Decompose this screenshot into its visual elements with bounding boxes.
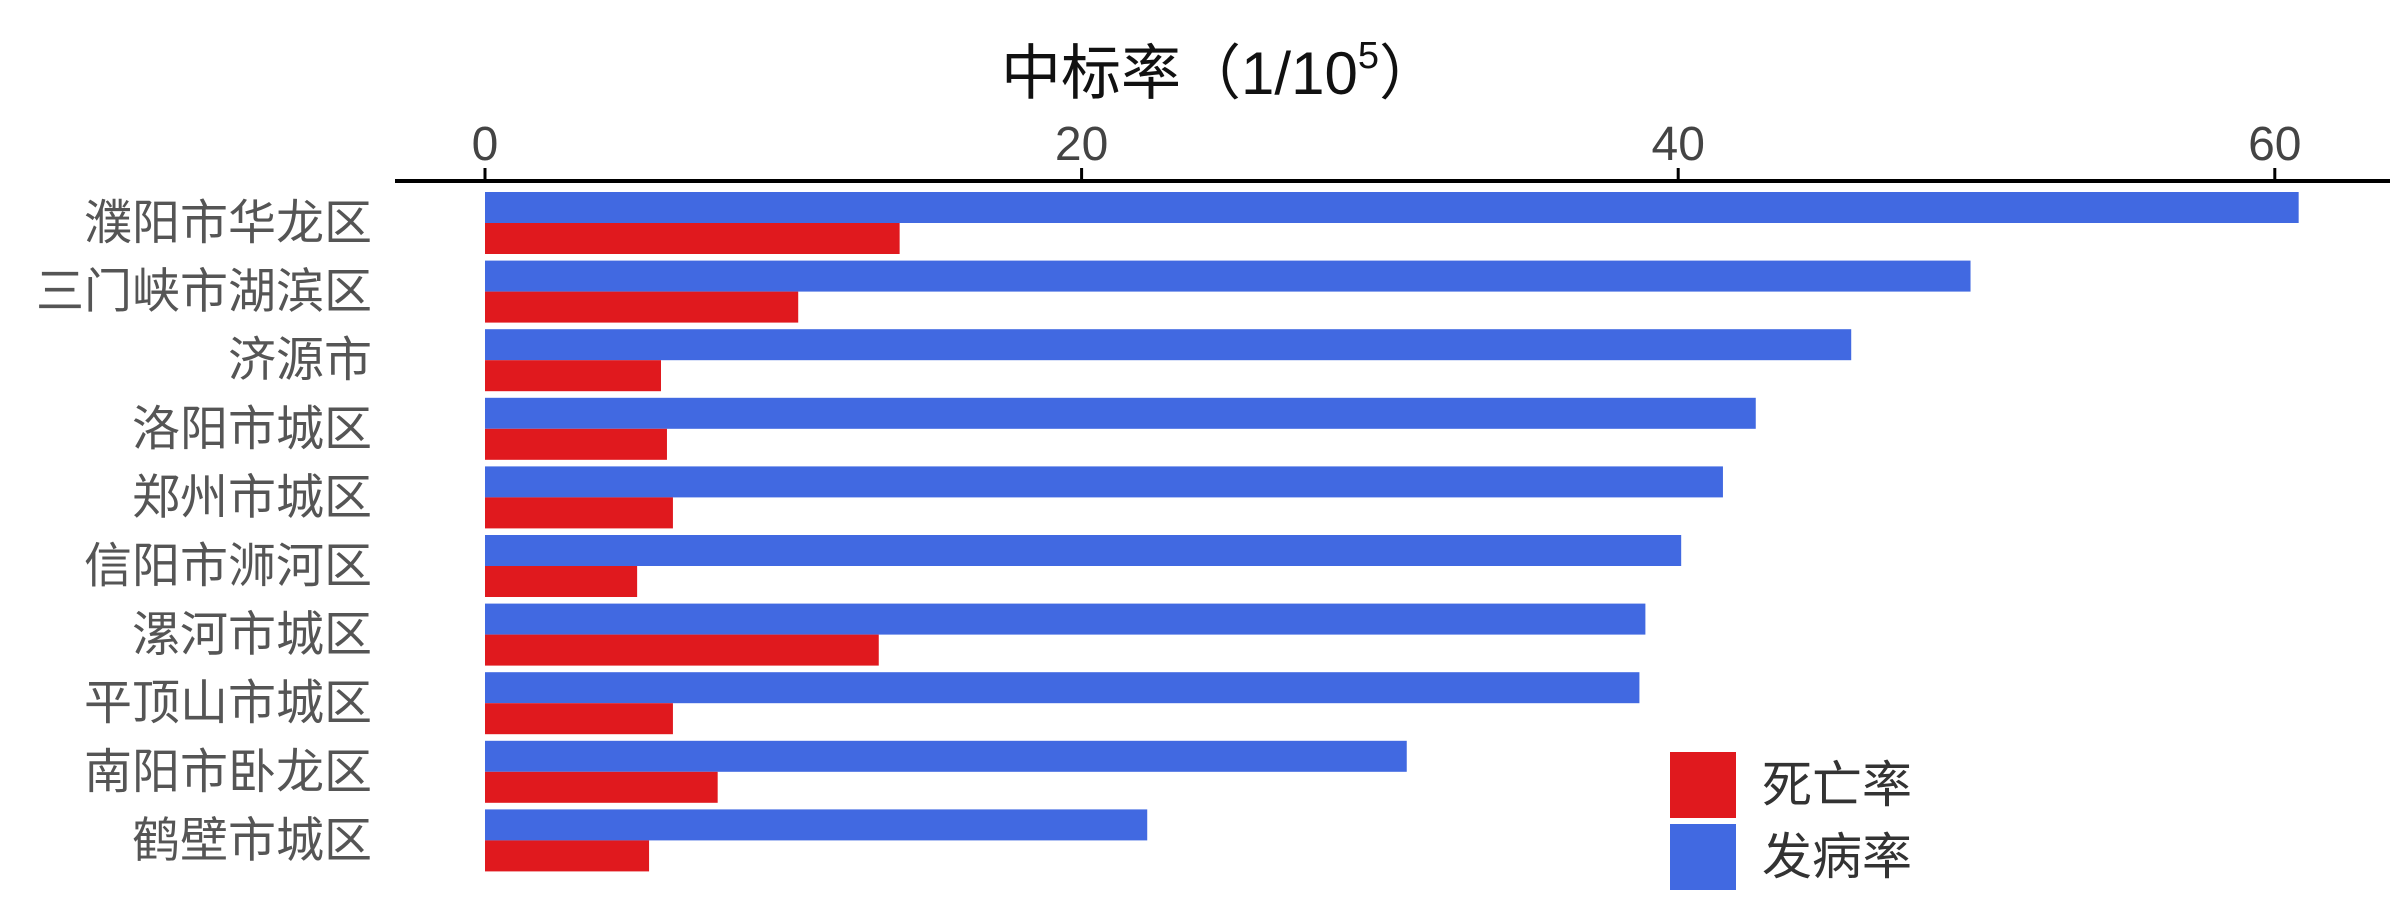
- category-label: 郑州市城区: [132, 469, 372, 525]
- bar-incidence: [485, 809, 1148, 841]
- bar-incidence: [485, 603, 1646, 635]
- bar-mortality: [485, 360, 661, 392]
- category-labels: 濮阳市华龙区三门峡市湖滨区济源市洛阳市城区郑州市城区信阳市浉河区漯河市城区平顶山…: [36, 195, 372, 868]
- legend-label: 死亡率: [1762, 756, 1912, 814]
- x-axis-title: 中标率（1/105）: [1001, 35, 1439, 107]
- bar-incidence: [485, 329, 1852, 361]
- bar-mortality: [485, 428, 667, 460]
- bar-mortality: [485, 840, 650, 872]
- category-label: 漯河市城区: [132, 607, 372, 663]
- bar-mortality: [485, 566, 638, 597]
- category-label: 信阳市浉河区: [84, 538, 372, 594]
- bar-mortality: [485, 634, 879, 666]
- x-tick-label: 60: [2248, 118, 2301, 171]
- bar-incidence: [485, 260, 1971, 292]
- legend-label: 发病率: [1762, 828, 1912, 886]
- x-axis-ticks: 0 20 40 60: [472, 118, 2301, 181]
- bar-incidence: [485, 672, 1640, 704]
- bar-mortality: [485, 291, 799, 323]
- legend-swatch: [1670, 824, 1736, 890]
- category-label: 平顶山市城区: [84, 675, 372, 731]
- bar-mortality: [485, 223, 900, 254]
- category-label: 濮阳市华龙区: [84, 195, 372, 251]
- x-tick-label: 20: [1055, 118, 1108, 171]
- x-tick-label: 0: [472, 118, 499, 171]
- bar-incidence: [485, 740, 1407, 772]
- bar-incidence: [485, 192, 2299, 223]
- bars-group: [485, 192, 2299, 872]
- bar-incidence: [485, 535, 1682, 566]
- bar-mortality: [485, 703, 673, 735]
- legend-swatch: [1670, 752, 1736, 818]
- category-label: 鹤壁市城区: [132, 812, 372, 868]
- bar-incidence: [485, 466, 1723, 498]
- category-label: 济源市: [228, 332, 372, 388]
- bar-incidence: [485, 397, 1756, 429]
- category-label: 南阳市卧龙区: [84, 744, 372, 800]
- category-label: 三门峡市湖滨区: [36, 264, 372, 320]
- x-tick-label: 40: [1652, 118, 1705, 171]
- bar-mortality: [485, 497, 673, 529]
- category-label: 洛阳市城区: [132, 401, 372, 457]
- bar-mortality: [485, 771, 718, 803]
